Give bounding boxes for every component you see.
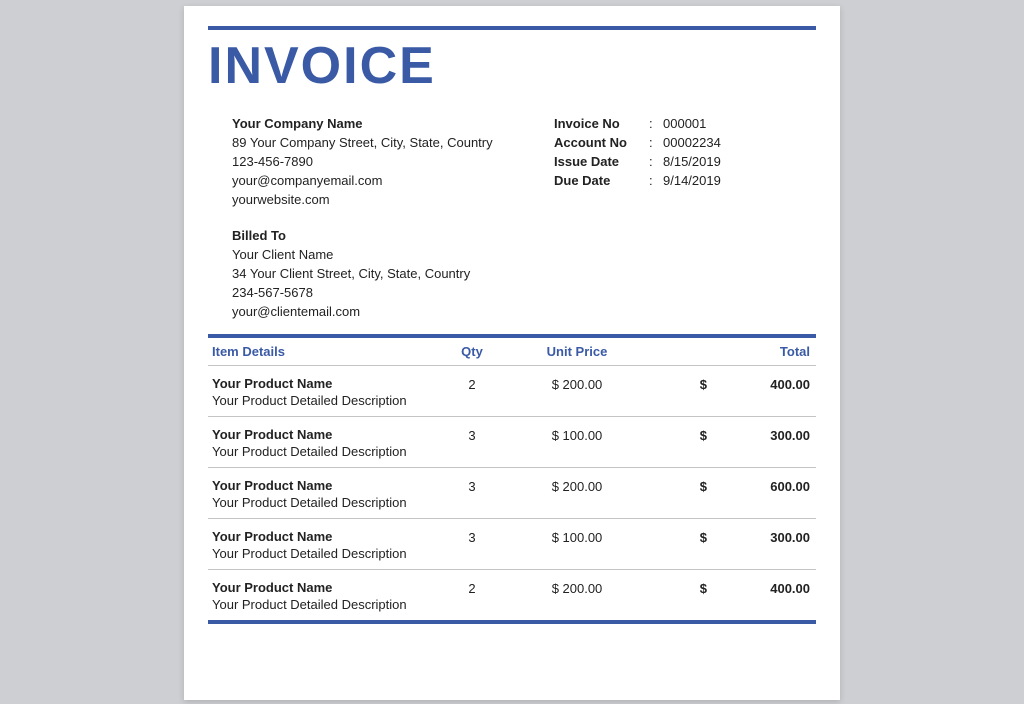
meta-row-issue-date: Issue Date : 8/15/2019 (554, 152, 721, 171)
account-number: 00002234 (663, 133, 721, 152)
cell-total: 400.00 (707, 580, 816, 596)
company-name: Your Company Name (232, 114, 493, 133)
meta-colon: : (649, 133, 663, 152)
meta-label: Issue Date (554, 152, 649, 171)
cell-total: 300.00 (707, 529, 816, 545)
due-date: 9/14/2019 (663, 171, 721, 190)
company-address: 89 Your Company Street, City, State, Cou… (232, 133, 493, 152)
invoice-page: INVOICE Your Company Name 89 Your Compan… (184, 6, 840, 700)
meta-row-account-no: Account No : 00002234 (554, 133, 721, 152)
cell-unit-price: $ 200.00 (507, 376, 647, 392)
client-email: your@clientemail.com (232, 302, 470, 321)
invoice-number: 000001 (663, 114, 706, 133)
meta-label: Account No (554, 133, 649, 152)
company-website: yourwebsite.com (232, 190, 493, 209)
meta-label: Invoice No (554, 114, 649, 133)
product-name: Your Product Name (212, 580, 437, 595)
cell-qty: 3 (437, 478, 507, 494)
invoice-meta-block: Invoice No : 000001 Account No : 0000223… (554, 114, 721, 190)
company-block: Your Company Name 89 Your Company Street… (232, 114, 493, 209)
cell-unit-price: $ 200.00 (507, 478, 647, 494)
cell-item: Your Product Name Your Product Detailed D… (208, 529, 437, 561)
product-description: Your Product Detailed Description (212, 444, 437, 459)
header-unit-price: Unit Price (507, 344, 647, 359)
client-name: Your Client Name (232, 245, 470, 264)
billed-to-block: Billed To Your Client Name 34 Your Clien… (232, 226, 470, 321)
cell-currency: $ (647, 478, 707, 494)
product-description: Your Product Detailed Description (212, 597, 437, 612)
table-header-row: Item Details Qty Unit Price Total (208, 338, 816, 366)
meta-colon: : (649, 171, 663, 190)
header-item: Item Details (208, 344, 437, 359)
cell-qty: 2 (437, 376, 507, 392)
table-row: Your Product Name Your Product Detailed D… (208, 468, 816, 519)
cell-item: Your Product Name Your Product Detailed D… (208, 376, 437, 408)
cell-currency: $ (647, 529, 707, 545)
line-items-table: Item Details Qty Unit Price Total Your P… (208, 334, 816, 624)
cell-qty: 2 (437, 580, 507, 596)
table-row: Your Product Name Your Product Detailed D… (208, 570, 816, 620)
table-body: Your Product Name Your Product Detailed D… (208, 366, 816, 620)
header-qty: Qty (437, 344, 507, 359)
product-description: Your Product Detailed Description (212, 495, 437, 510)
top-rule (208, 26, 816, 30)
cell-unit-price: $ 200.00 (507, 580, 647, 596)
cell-total: 300.00 (707, 427, 816, 443)
cell-item: Your Product Name Your Product Detailed D… (208, 580, 437, 612)
table-bottom-rule (208, 620, 816, 624)
client-address: 34 Your Client Street, City, State, Coun… (232, 264, 470, 283)
cell-currency: $ (647, 580, 707, 596)
meta-row-due-date: Due Date : 9/14/2019 (554, 171, 721, 190)
cell-unit-price: $ 100.00 (507, 427, 647, 443)
product-name: Your Product Name (212, 376, 437, 391)
cell-currency: $ (647, 376, 707, 392)
issue-date: 8/15/2019 (663, 152, 721, 171)
client-phone: 234-567-5678 (232, 283, 470, 302)
cell-item: Your Product Name Your Product Detailed D… (208, 478, 437, 510)
cell-qty: 3 (437, 427, 507, 443)
product-description: Your Product Detailed Description (212, 393, 437, 408)
cell-total: 400.00 (707, 376, 816, 392)
billed-to-title: Billed To (232, 226, 470, 245)
header-total: Total (707, 344, 816, 359)
meta-colon: : (649, 152, 663, 171)
table-row: Your Product Name Your Product Detailed D… (208, 417, 816, 468)
page-title: INVOICE (208, 36, 436, 96)
meta-row-invoice-no: Invoice No : 000001 (554, 114, 721, 133)
cell-qty: 3 (437, 529, 507, 545)
meta-colon: : (649, 114, 663, 133)
cell-currency: $ (647, 427, 707, 443)
cell-item: Your Product Name Your Product Detailed D… (208, 427, 437, 459)
product-name: Your Product Name (212, 427, 437, 442)
table-row: Your Product Name Your Product Detailed D… (208, 366, 816, 417)
product-name: Your Product Name (212, 529, 437, 544)
company-phone: 123-456-7890 (232, 152, 493, 171)
cell-unit-price: $ 100.00 (507, 529, 647, 545)
cell-total: 600.00 (707, 478, 816, 494)
table-row: Your Product Name Your Product Detailed D… (208, 519, 816, 570)
product-description: Your Product Detailed Description (212, 546, 437, 561)
meta-label: Due Date (554, 171, 649, 190)
company-email: your@companyemail.com (232, 171, 493, 190)
product-name: Your Product Name (212, 478, 437, 493)
